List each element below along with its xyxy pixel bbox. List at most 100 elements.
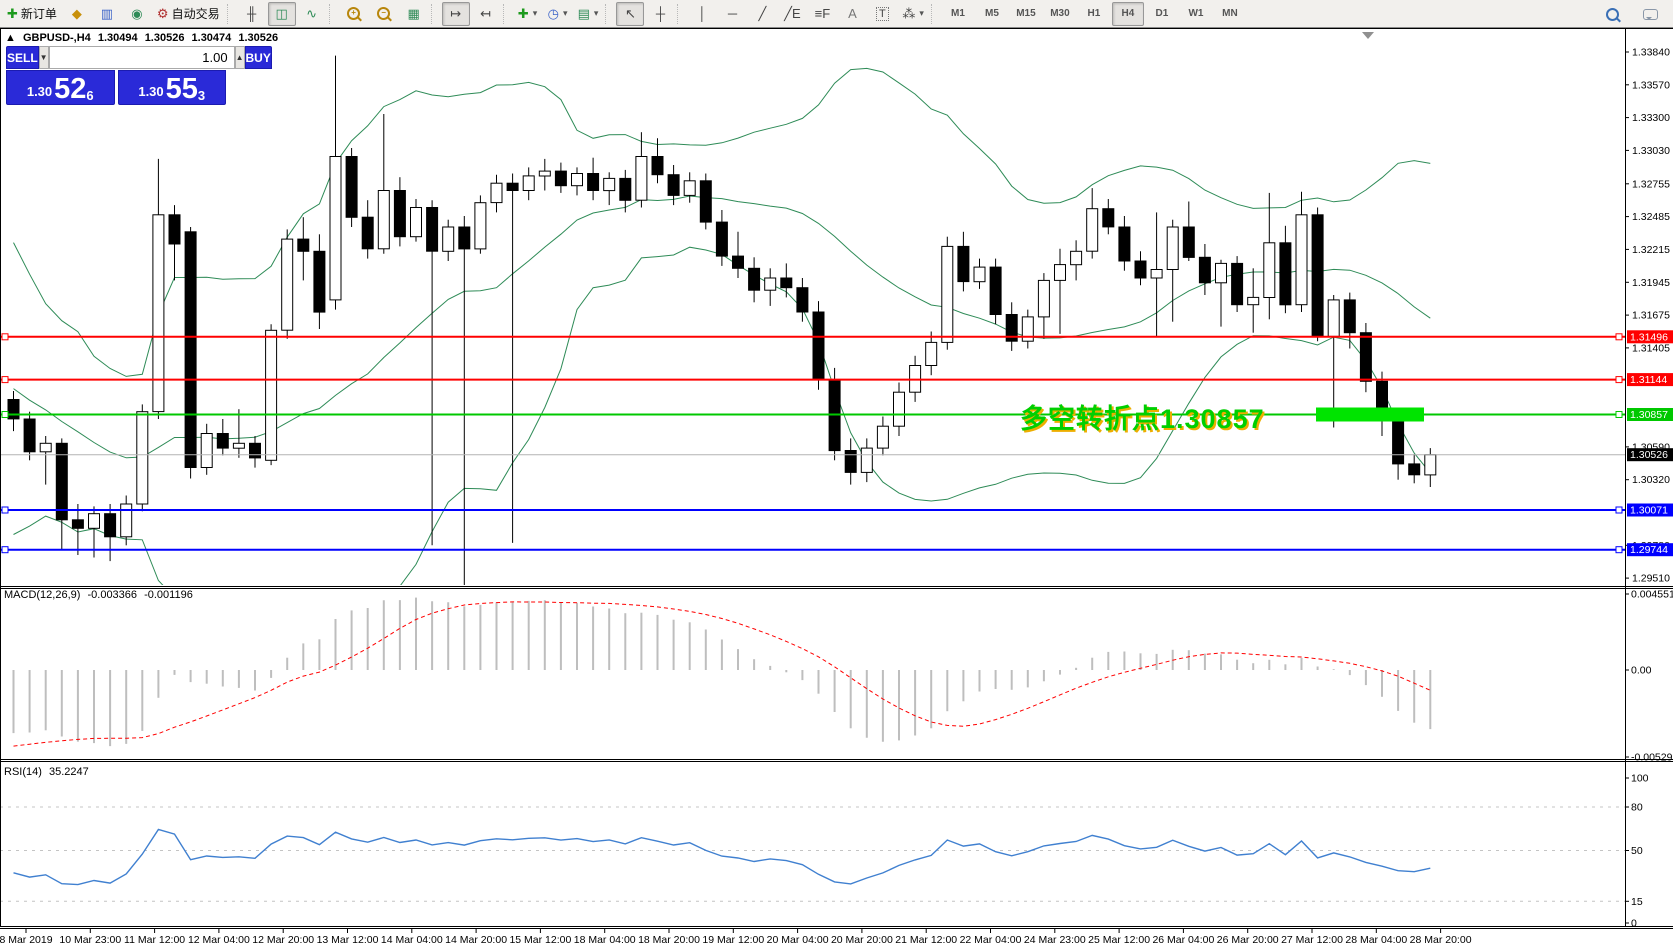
chat-icon [1642,8,1658,20]
tf-button-H4[interactable]: H4 [1111,1,1144,26]
zoom-in-button[interactable]: + [340,2,368,26]
templates-icon: ▤ [577,6,590,21]
volume-up-button[interactable]: ▲ [234,46,245,69]
buy-button[interactable]: BUY [244,46,272,69]
svg-text:18 Mar 04:00: 18 Mar 04:00 [574,934,636,946]
market-watch-button[interactable]: ◆ [63,2,91,26]
svg-text:26 Mar 04:00: 26 Mar 04:00 [1152,934,1214,946]
svg-text:1.31144: 1.31144 [1630,374,1667,386]
dropdown-arrow-icon: ▾ [563,8,568,18]
sell-price-small: 1.30 [26,84,53,99]
trendline-icon: ╱ [758,6,767,21]
buy-price-sup: 3 [197,88,206,103]
chart-canvas[interactable]: 1.33840 1.33570 1.33300 1.33030 1.32755 1.324… [0,28,1673,950]
horizontal-line-button[interactable]: ─ [718,2,746,26]
tf-button-H1[interactable]: H1 [1087,8,1101,19]
svg-text:24 Mar 23:00: 24 Mar 23:00 [1024,934,1086,946]
svg-text:26 Mar 20:00: 26 Mar 20:00 [1217,934,1279,946]
crosshair-button[interactable]: ┼ [646,2,674,26]
svg-text:8 Mar 2019: 8 Mar 2019 [0,934,53,946]
svg-text:1.33570: 1.33570 [1632,79,1670,91]
templates-button[interactable]: ▤ ▾ [574,2,603,26]
svg-text:1.31945: 1.31945 [1632,277,1670,289]
trade-price-row: 1.30 52 6 1.30 55 3 [6,70,226,105]
toolbar-separator [605,3,613,24]
trendline-button[interactable]: ╱ [748,2,776,26]
chart-ohlc-header: ▲ GBPUSD-,H4 1.30494 1.30526 1.30474 1.3… [5,32,282,44]
svg-text:1.31675: 1.31675 [1632,310,1670,322]
candlestick-icon: ◫ [275,6,288,21]
autotrading-icon: ⚙ [156,6,169,21]
crosshair-icon: ┼ [655,6,666,21]
text-label-button[interactable]: T [868,2,896,26]
svg-text:1.30857: 1.30857 [1630,409,1668,421]
equidistant-channel-button[interactable]: ╱E [778,2,806,26]
arrows-button[interactable]: ⁂ ▾ [898,2,928,26]
buy-price-box[interactable]: 1.30 55 3 [117,70,226,105]
buy-price-big: 55 [165,73,198,105]
indicators-button[interactable]: ✚ ▾ [514,2,542,26]
pivot-annotation-text[interactable]: 多空转折点1.30857 [1020,404,1265,434]
data-window-button[interactable]: ▥ [93,2,121,26]
text-button[interactable]: A [838,2,866,26]
tile-windows-icon: ▦ [407,6,420,21]
new-order-label: 新订单 [20,7,57,21]
svg-text:19 Mar 12:00: 19 Mar 12:00 [702,934,764,946]
zoom-out-button[interactable]: − [370,2,398,26]
svg-text:14 Mar 04:00: 14 Mar 04:00 [381,934,443,946]
svg-text:80: 80 [1631,802,1643,814]
sell-price-sup: 6 [86,88,94,103]
chart-shift-button[interactable]: ↤ [472,2,500,26]
autotrading-button[interactable]: ⚙ 自动交易 [153,2,224,26]
cursor-button[interactable]: ↖ [616,1,645,26]
volume-input[interactable] [48,46,235,69]
sell-price-big: 52 [54,73,87,105]
volume-down-button[interactable]: ▼ [38,46,49,69]
rsi-name: RSI(14) [4,766,42,778]
auto-scroll-button[interactable]: ↦ [441,1,470,26]
dropdown-arrow-icon: ▾ [532,8,538,18]
svg-text:100: 100 [1631,773,1649,785]
data-window-icon: ▥ [100,6,114,21]
tf-button-M5[interactable]: M5 [985,8,999,19]
equidistant-channel-icon: ╱E [784,6,801,21]
dropdown-arrow-icon: ▾ [593,8,599,18]
tile-windows-button[interactable]: ▦ [400,2,428,26]
fibonacci-icon: ≡F [814,6,831,21]
svg-text:1.33030: 1.33030 [1632,145,1670,157]
trade-top-row: SELL ▼ ▲ BUY [6,46,272,69]
rsi-label: RSI(14) 35.2247 [4,766,93,778]
buy-price-small: 1.30 [138,84,164,99]
vertical-line-button[interactable]: │ [688,2,716,26]
sell-button[interactable]: SELL [6,46,39,69]
ohlc-low: 1.30474 [191,32,232,44]
collapse-marker-icon[interactable]: ▲ [5,32,16,44]
periods-button[interactable]: ◷ ▾ [544,2,572,26]
sell-price-box[interactable]: 1.30 52 6 [6,70,115,105]
periods-icon: ◷ [547,6,559,21]
auto-scroll-icon: ↦ [450,6,462,21]
symbol-title: GBPUSD-,H4 [22,32,91,44]
search-button[interactable] [1598,2,1626,26]
tf-button-M1[interactable]: M1 [951,8,965,19]
line-chart-button[interactable]: ∿ [298,2,326,26]
navigator-button[interactable]: ◉ [123,2,151,26]
main-toolbar: ✚ 新订单 ◆ ▥ ◉ ⚙ 自动交易 ╫ ◫ ∿ + − ▦ ↦ ↤ ✚ ▾ [0,0,1673,28]
tf-button-D1[interactable]: D1 [1155,8,1169,19]
chat-button[interactable] [1636,2,1664,26]
svg-text:-0.005295: -0.005295 [1631,752,1673,764]
svg-text:21 Mar 12:00: 21 Mar 12:00 [895,934,957,946]
svg-text:22 Mar 04:00: 22 Mar 04:00 [960,934,1022,946]
fibonacci-button[interactable]: ≡F [808,2,836,26]
tf-button-M30[interactable]: M30 [1050,8,1070,19]
svg-text:15: 15 [1631,896,1643,908]
candlestick-button[interactable]: ◫ [267,1,296,26]
macd-main-value: -0.003366 [87,589,138,601]
tf-button-W1[interactable]: W1 [1188,8,1204,19]
new-order-button[interactable]: ✚ 新订单 [3,2,61,26]
zoom-in-icon: + [347,7,361,20]
bar-chart-button[interactable]: ╫ [238,2,266,26]
tf-button-MN[interactable]: MN [1222,8,1238,19]
tf-button-M15[interactable]: M15 [1016,8,1036,19]
line-chart-icon: ∿ [306,6,318,21]
